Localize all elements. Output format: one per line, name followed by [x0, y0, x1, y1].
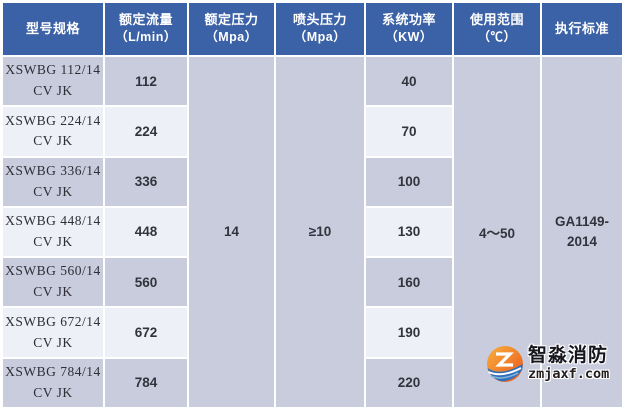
model-line1: XSWBG 112/14 — [5, 62, 101, 78]
model-line2: CV JK — [33, 83, 73, 99]
watermark: 智淼消防 zmjaxf.com — [486, 345, 609, 383]
standard-merged-cell: GA1149- 2014 — [542, 57, 622, 407]
model-line2: CV JK — [33, 133, 73, 149]
header-nozzle-pressure-label: 喷头压力 — [292, 12, 347, 28]
model-line2: CV JK — [33, 384, 73, 400]
model-cell: XSWBG 112/14 CV JK — [3, 57, 103, 106]
header-system-power: 系统功率 （KW） — [366, 3, 452, 55]
header-temp-range: 使用范围 （℃） — [454, 3, 540, 55]
header-rated-flow: 额定流量 （L/min） — [105, 3, 187, 55]
header-system-power-label: 系统功率 — [381, 12, 436, 28]
model-cell: XSWBG 672/14 CV JK — [3, 308, 103, 357]
header-rated-pressure-label: 额定压力 — [204, 12, 259, 28]
power-cell: 40 — [366, 57, 452, 106]
model-line2: CV JK — [33, 183, 73, 199]
flame-swoosh-logo-icon — [487, 346, 523, 382]
flow-cell: 560 — [105, 258, 187, 307]
watermark-brand: 智淼消防 — [528, 345, 609, 367]
header-nozzle-pressure: 喷头压力 （Mpa） — [276, 3, 364, 55]
header-standard-label: 执行标准 — [554, 20, 609, 36]
standard-line2: 2014 — [566, 233, 598, 249]
nozzle-pressure-merged-cell: ≥10 — [276, 57, 364, 407]
header-rated-flow-unit: （L/min） — [115, 30, 177, 45]
header-rated-pressure: 额定压力 （Mpa） — [189, 3, 274, 55]
model-cell: XSWBG 560/14 CV JK — [3, 258, 103, 307]
power-cell: 160 — [366, 258, 452, 307]
model-cell: XSWBG 224/14 CV JK — [3, 107, 103, 156]
flow-cell: 112 — [105, 57, 187, 106]
power-cell: 100 — [366, 157, 452, 206]
flow-cell: 224 — [105, 107, 187, 156]
header-standard: 执行标准 — [542, 3, 622, 55]
flow-cell: 672 — [105, 308, 187, 357]
watermark-text: 智淼消防 zmjaxf.com — [528, 346, 609, 382]
model-line2: CV JK — [33, 284, 73, 300]
watermark-site: zmjaxf.com — [528, 366, 610, 383]
model-line1: XSWBG 560/14 — [5, 263, 101, 279]
model-cell: XSWBG 448/14 CV JK — [3, 207, 103, 257]
header-rated-pressure-unit: （Mpa） — [205, 30, 258, 45]
model-line1: XSWBG 336/14 — [5, 162, 101, 178]
power-cell: 70 — [366, 107, 452, 156]
model-cell: XSWBG 336/14 CV JK — [3, 157, 103, 206]
header-temp-range-unit: （℃） — [477, 30, 517, 45]
model-line2: CV JK — [33, 334, 73, 350]
power-cell: 130 — [366, 207, 452, 257]
header-model-label: 型号规格 — [25, 20, 80, 36]
model-line1: XSWBG 672/14 — [5, 313, 101, 329]
flow-cell: 448 — [105, 207, 187, 257]
rated-pressure-merged-cell: 14 — [189, 57, 274, 407]
model-line1: XSWBG 784/14 — [5, 363, 101, 379]
model-line2: CV JK — [33, 233, 73, 249]
flow-cell: 336 — [105, 157, 187, 206]
header-model: 型号规格 — [3, 3, 103, 55]
header-temp-range-label: 使用范围 — [469, 12, 524, 28]
flow-cell: 784 — [105, 358, 187, 407]
header-system-power-unit: （KW） — [385, 30, 433, 45]
header-rated-flow-label: 额定流量 — [118, 12, 173, 28]
header-nozzle-pressure-unit: （Mpa） — [293, 30, 347, 45]
model-line1: XSWBG 224/14 — [5, 112, 101, 128]
standard-line1: GA1149- — [554, 214, 610, 230]
power-cell: 220 — [366, 358, 452, 407]
spec-table: 型号规格 额定流量 （L/min） 额定压力 （Mpa） 喷头压力 （Mpa） … — [3, 3, 622, 407]
model-line1: XSWBG 448/14 — [5, 213, 101, 229]
power-cell: 190 — [366, 308, 452, 357]
model-cell: XSWBG 784/14 CV JK — [3, 358, 103, 407]
